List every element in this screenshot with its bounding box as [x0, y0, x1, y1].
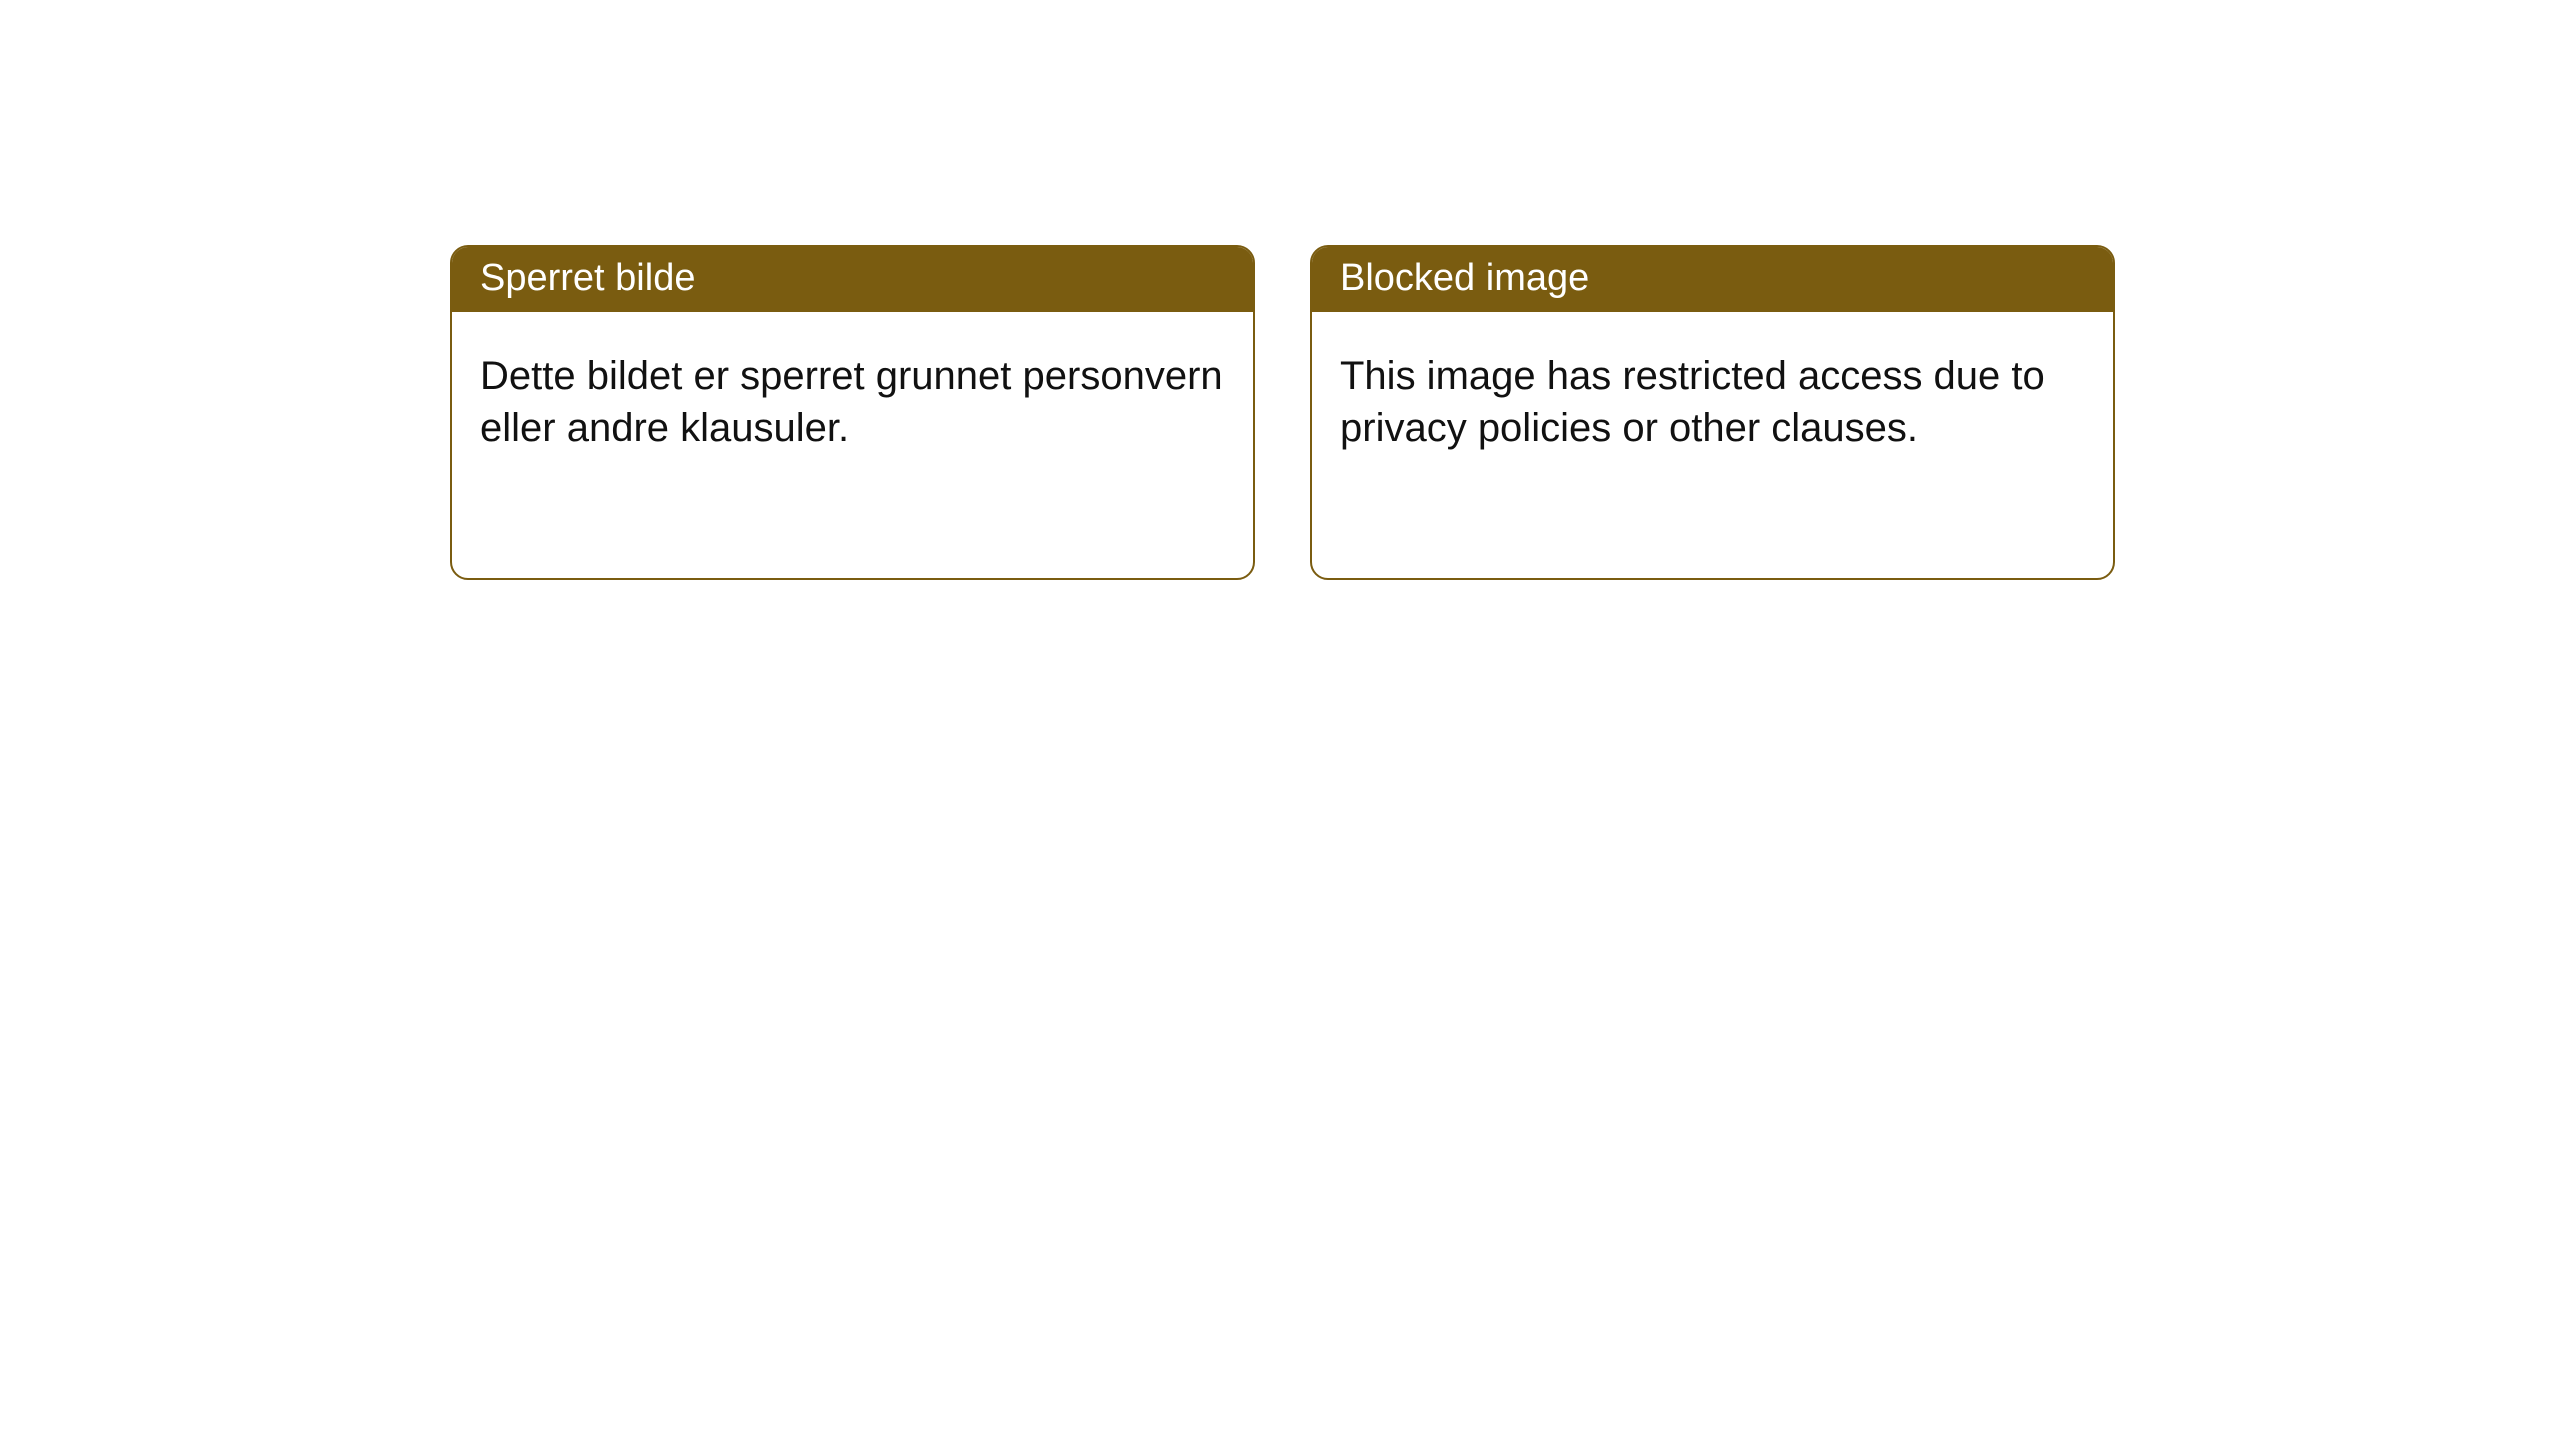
notice-card-norwegian: Sperret bilde Dette bildet er sperret gr…: [450, 245, 1255, 580]
notice-card-title: Sperret bilde: [452, 247, 1253, 312]
notice-cards-container: Sperret bilde Dette bildet er sperret gr…: [450, 245, 2560, 580]
notice-card-body: Dette bildet er sperret grunnet personve…: [452, 312, 1253, 492]
notice-card-body: This image has restricted access due to …: [1312, 312, 2113, 492]
notice-card-title: Blocked image: [1312, 247, 2113, 312]
notice-card-english: Blocked image This image has restricted …: [1310, 245, 2115, 580]
